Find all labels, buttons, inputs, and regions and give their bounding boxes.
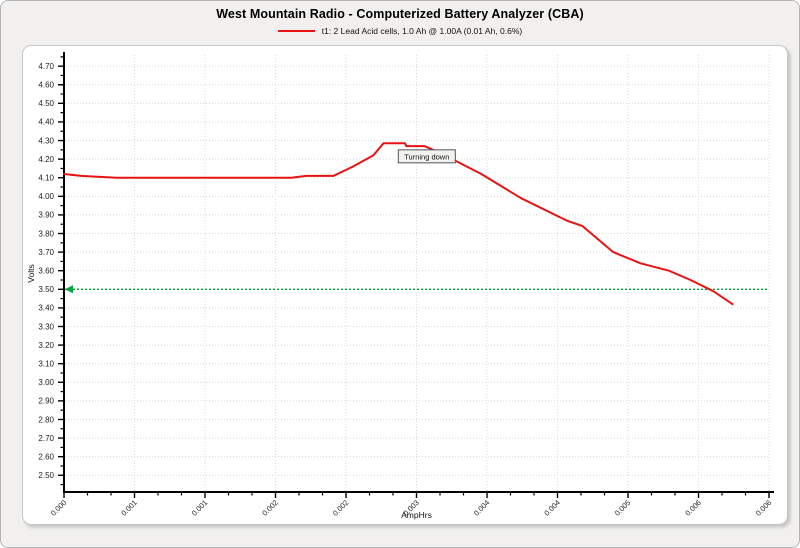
y-tick-label: 3.30: [38, 322, 54, 331]
y-tick-label: 4.60: [38, 81, 54, 90]
x-tick-label: 0.005: [613, 498, 633, 518]
y-tick-label: 3.70: [38, 248, 54, 257]
plot-panel: 2.50 2.60 2.70 2.80 2.90 3.00 3.10 3.20 3.30 3.40…: [22, 45, 788, 525]
legend: t1: 2 Lead Acid cells, 1.0 Ah @ 1.00A (0…: [1, 26, 799, 36]
y-tick-label: 2.80: [38, 415, 54, 424]
axes: [63, 52, 774, 493]
gridlines: [65, 55, 770, 492]
series-line: [63, 142, 734, 306]
annotation-turning-down: Turning down: [397, 149, 456, 164]
chart-canvas: 2.50 2.60 2.70 2.80 2.90 3.00 3.10 3.20 3.30 3.40…: [26, 52, 774, 520]
axis-titles: Volts AmpHrs: [26, 264, 432, 520]
y-tick-label: 4.10: [38, 174, 54, 183]
x-tick-label: 0.000: [49, 498, 69, 518]
legend-line-icon: [277, 30, 315, 32]
x-axis-title: AmpHrs: [401, 510, 432, 520]
y-tick-label: 3.50: [38, 285, 54, 294]
y-axis-title: Volts: [26, 264, 36, 282]
y-tick-label: 3.10: [38, 359, 54, 368]
y-tick-label: 3.20: [38, 341, 54, 350]
y-tick-label: 2.60: [38, 452, 54, 461]
x-tick-label: 0.006: [683, 498, 703, 518]
x-tick-label: 0.004: [542, 498, 562, 518]
y-tick-label: 4.30: [38, 136, 54, 145]
voltage-curve: [63, 142, 734, 306]
y-tick-label: 4.70: [38, 62, 54, 71]
x-tick-label: 0.001: [119, 498, 139, 518]
y-tick-label: 2.90: [38, 397, 54, 406]
y-tick-label: 3.80: [38, 229, 54, 238]
annotation-label: Turning down: [404, 152, 449, 161]
y-tick-label: 3.40: [38, 304, 54, 313]
x-tick-label: 0.001: [190, 498, 210, 518]
y-tick-label: 2.70: [38, 434, 54, 443]
y-tick-label: 3.00: [38, 378, 54, 387]
cutoff-line: [65, 285, 769, 294]
cutoff-arrow-icon: [65, 285, 73, 294]
y-tick-label: 3.90: [38, 211, 54, 220]
annotation-box: [397, 149, 456, 164]
y-tick-label: 4.40: [38, 118, 54, 127]
x-tick-label: 0.002: [331, 498, 351, 518]
y-tick-label: 4.00: [38, 192, 54, 201]
y-tick-label: 4.20: [38, 155, 54, 164]
y-axis-ticks: 2.50 2.60 2.70 2.80 2.90 3.00 3.10 3.20 3.30 3.40…: [38, 56, 64, 486]
y-tick-label: 2.50: [38, 471, 54, 480]
x-tick-label: 0.004: [472, 498, 492, 518]
x-tick-label: 0.002: [260, 498, 280, 518]
y-tick-label: 4.50: [38, 99, 54, 108]
legend-series-label: t1: 2 Lead Acid cells, 1.0 Ah @ 1.00A (0…: [321, 26, 523, 36]
y-tick-label: 3.60: [38, 267, 54, 276]
x-tick-label: 0.006: [754, 498, 774, 518]
chart-title: West Mountain Radio - Computerized Batte…: [216, 7, 584, 21]
